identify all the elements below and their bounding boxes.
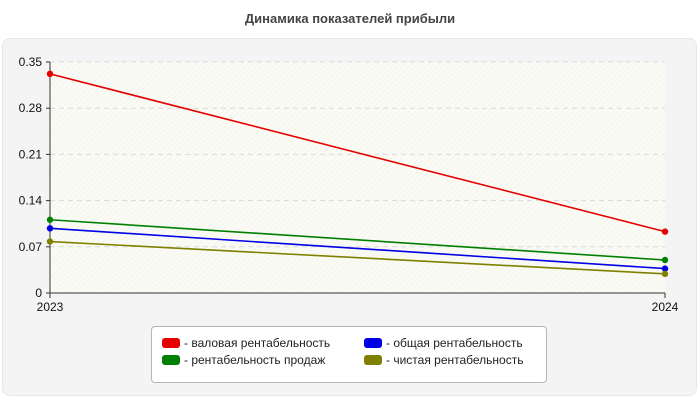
data-point	[661, 256, 669, 264]
legend-label: - общая рентабельность	[386, 336, 523, 350]
y-tick-label: 0	[35, 286, 42, 300]
data-point	[46, 70, 54, 78]
y-tick-label: 0.35	[19, 55, 43, 69]
legend-swatch	[162, 355, 180, 365]
data-point	[661, 270, 669, 278]
series-line-3	[49, 240, 666, 275]
legend-item-sales-margin: - рентабельность продаж	[162, 353, 325, 367]
legend-swatch	[364, 338, 382, 348]
y-tick-label: 0.14	[19, 194, 43, 208]
legend-label: - валовая рентабельность	[184, 336, 331, 350]
data-point	[46, 216, 54, 223]
chart-title: Динамика показателей прибыли	[244, 11, 456, 26]
data-point	[661, 265, 669, 272]
x-tick-label: 2023	[37, 300, 64, 314]
legend-swatch	[162, 338, 180, 348]
legend-swatch	[364, 355, 382, 365]
legend: - валовая рентабельность - общая рентабе…	[151, 326, 547, 383]
y-tick-label: 0.07	[19, 240, 43, 254]
x-tick-label: 2024	[652, 300, 679, 314]
data-point	[661, 228, 669, 235]
data-point	[46, 238, 54, 245]
legend-label: - рентабельность продаж	[184, 353, 326, 367]
legend-label: - чистая рентабельность	[386, 353, 524, 367]
series-line-2	[49, 218, 666, 261]
series-line-0	[49, 73, 666, 233]
legend-item-net-margin: - чистая рентабельность	[364, 353, 523, 367]
y-tick-label: 0.21	[19, 147, 43, 161]
data-point	[46, 225, 54, 232]
legend-item-gross-margin: - валовая рентабельность	[162, 336, 330, 350]
series-line-1	[49, 227, 666, 270]
y-tick-label: 0.28	[19, 101, 43, 115]
legend-item-total-margin: - общая рентабельность	[364, 336, 523, 350]
